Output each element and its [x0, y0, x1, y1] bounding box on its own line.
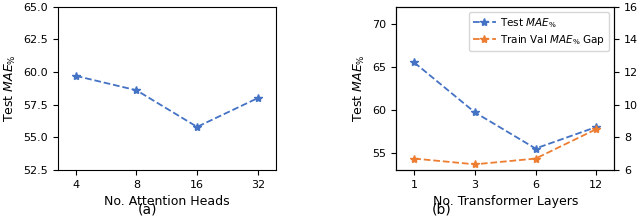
Test $MAE_{\%}$ [593, 126, 600, 128]
Test $MAE_{\%}$ [471, 111, 479, 114]
Test $MAE_{\%}$ [532, 147, 540, 150]
X-axis label: No. Transformer Layers: No. Transformer Layers [433, 195, 578, 208]
Text: (b): (b) [432, 203, 451, 217]
X-axis label: No. Attention Heads: No. Attention Heads [104, 195, 230, 208]
Train Val $MAE_{\%}$ Gap [593, 128, 600, 130]
Test $MAE_{\%}$ [410, 61, 418, 64]
Text: (a): (a) [138, 203, 157, 217]
Train Val $MAE_{\%}$ Gap [532, 157, 540, 160]
Train Val $MAE_{\%}$ Gap [410, 157, 418, 160]
Line: Test $MAE_{\%}$: Test $MAE_{\%}$ [410, 58, 600, 153]
Y-axis label: Test $MAE_{\%}$: Test $MAE_{\%}$ [351, 54, 367, 122]
Line: Train Val $MAE_{\%}$ Gap: Train Val $MAE_{\%}$ Gap [410, 125, 600, 169]
Train Val $MAE_{\%}$ Gap [471, 163, 479, 166]
Legend: Test $MAE_{\%}$, Train Val $MAE_{\%}$ Gap: Test $MAE_{\%}$, Train Val $MAE_{\%}$ Ga… [468, 12, 609, 51]
Y-axis label: Test $MAE_{\%}$: Test $MAE_{\%}$ [3, 54, 17, 122]
